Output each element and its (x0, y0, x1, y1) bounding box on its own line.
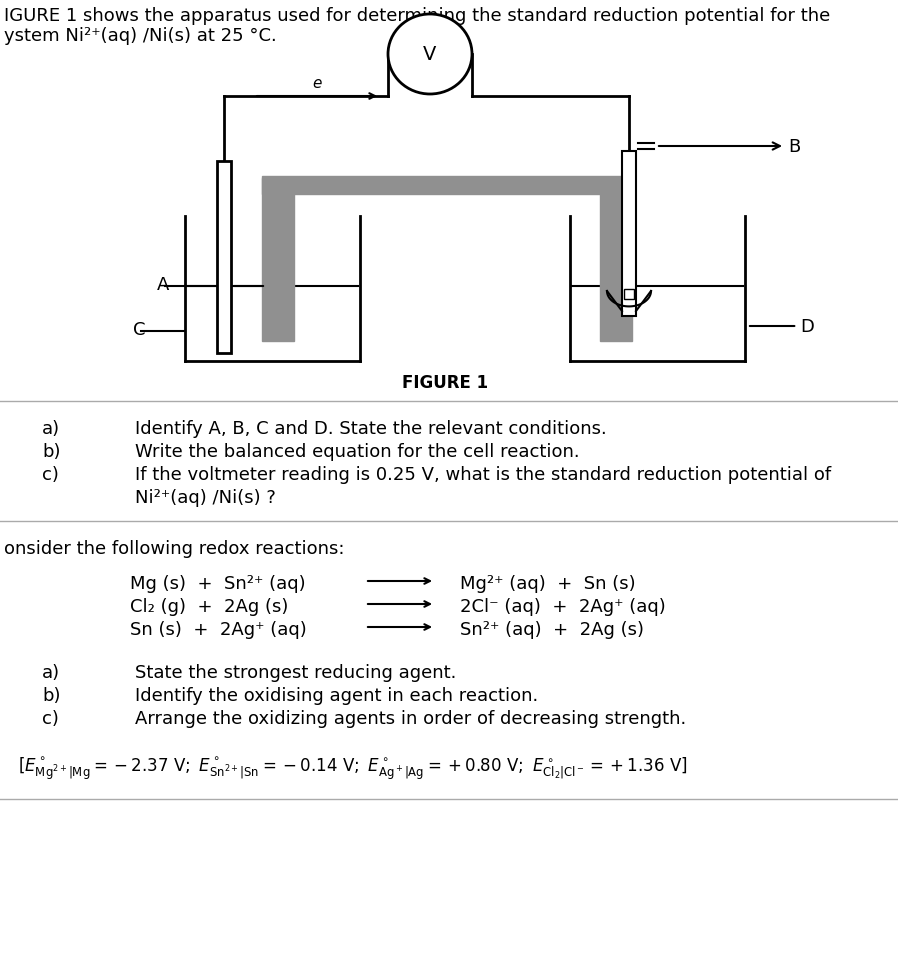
Text: ystem Ni²⁺(aq) /Ni(s) at 25 °C.: ystem Ni²⁺(aq) /Ni(s) at 25 °C. (4, 27, 277, 45)
Bar (262, 179, 294, 342)
Text: 2Cl⁻ (aq)  +  2Ag⁺ (aq): 2Cl⁻ (aq) + 2Ag⁺ (aq) (460, 598, 665, 615)
Text: e: e (313, 76, 321, 91)
Text: $[E^\circ_{\mathregular{Mg^{2+}|Mg}}$$= -2.37\ \mathrm{V};\ $$E^\circ_{\mathregu: $[E^\circ_{\mathregular{Mg^{2+}|Mg}}$$= … (18, 754, 688, 780)
Text: Mg (s)  +  Sn²⁺ (aq): Mg (s) + Sn²⁺ (aq) (130, 575, 305, 592)
Bar (600, 179, 632, 342)
Text: Arrange the oxidizing agents in order of decreasing strength.: Arrange the oxidizing agents in order of… (135, 709, 686, 727)
Text: c): c) (42, 709, 59, 727)
Text: IGURE 1 shows the apparatus used for determining the standard reduction potentia: IGURE 1 shows the apparatus used for det… (4, 7, 831, 25)
Text: FIGURE 1: FIGURE 1 (402, 374, 488, 391)
Bar (217, 161, 231, 354)
Text: Cl₂ (g)  +  2Ag (s): Cl₂ (g) + 2Ag (s) (130, 598, 288, 615)
Ellipse shape (388, 15, 472, 95)
Bar (624, 289, 634, 300)
Text: Ni²⁺(aq) /Ni(s) ?: Ni²⁺(aq) /Ni(s) ? (135, 488, 276, 506)
Text: Identify A, B, C and D. State the relevant conditions.: Identify A, B, C and D. State the releva… (135, 420, 607, 437)
Text: Identify the oxidising agent in each reaction.: Identify the oxidising agent in each rea… (135, 686, 538, 704)
Text: Sn²⁺ (aq)  +  2Ag (s): Sn²⁺ (aq) + 2Ag (s) (460, 621, 644, 638)
Bar (622, 152, 636, 317)
Text: b): b) (42, 686, 60, 704)
Text: c): c) (42, 465, 59, 483)
Text: a): a) (42, 663, 60, 681)
Text: b): b) (42, 442, 60, 460)
Text: a): a) (42, 420, 60, 437)
Text: If the voltmeter reading is 0.25 V, what is the standard reduction potential of: If the voltmeter reading is 0.25 V, what… (135, 465, 832, 483)
Text: D: D (750, 318, 814, 335)
Text: A: A (157, 276, 170, 294)
Text: Mg²⁺ (aq)  +  Sn (s): Mg²⁺ (aq) + Sn (s) (460, 575, 636, 592)
Text: V: V (423, 45, 436, 64)
Text: onsider the following redox reactions:: onsider the following redox reactions: (4, 539, 345, 557)
Text: B: B (659, 137, 800, 156)
Text: Write the balanced equation for the cell reaction.: Write the balanced equation for the cell… (135, 442, 579, 460)
Text: Sn (s)  +  2Ag⁺ (aq): Sn (s) + 2Ag⁺ (aq) (130, 621, 307, 638)
Text: C: C (133, 321, 145, 338)
Bar (262, 177, 632, 195)
Text: State the strongest reducing agent.: State the strongest reducing agent. (135, 663, 456, 681)
